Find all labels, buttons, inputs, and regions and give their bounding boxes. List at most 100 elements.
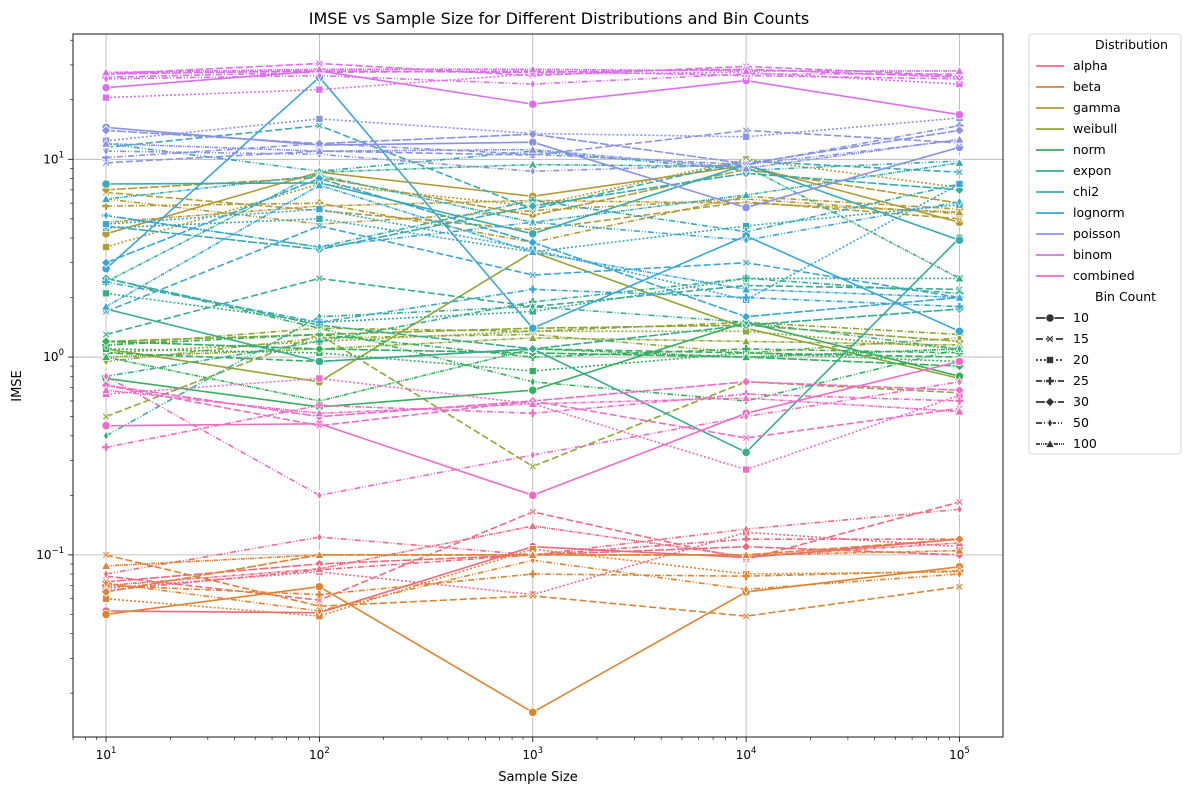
series-lines — [100, 59, 965, 717]
data-point — [101, 421, 111, 431]
legend-item-combined: combined — [1036, 268, 1135, 283]
data-point — [315, 205, 324, 214]
data-point — [741, 284, 752, 294]
data-point — [527, 64, 538, 74]
data-point — [954, 356, 965, 367]
data-point — [314, 336, 324, 346]
data-point — [956, 343, 963, 355]
data-point — [528, 270, 537, 280]
series-combined-100 — [100, 384, 965, 418]
data-point — [314, 317, 324, 327]
series-line — [105, 199, 960, 224]
data-point — [741, 351, 752, 362]
series-line — [105, 508, 960, 575]
data-point — [741, 189, 752, 199]
legend-box — [1028, 33, 1182, 455]
legend-label: lognorm — [1073, 205, 1125, 220]
data-point — [102, 220, 111, 229]
data-point — [528, 284, 538, 294]
data-point — [954, 134, 965, 144]
legend-item-bins-30: 30 — [1036, 394, 1089, 409]
series-line — [105, 330, 960, 354]
data-point — [529, 165, 536, 177]
data-point — [100, 67, 112, 77]
series-line — [105, 142, 960, 173]
data-point — [314, 582, 324, 592]
legend-marker — [1044, 438, 1056, 448]
data-point — [315, 374, 324, 383]
legend-item-binom: binom — [1036, 247, 1112, 262]
series-expon-50 — [103, 301, 963, 442]
data-point — [528, 707, 538, 717]
legend-label: 50 — [1073, 415, 1089, 430]
data-point — [100, 257, 112, 268]
legend-item-bins-50: 50 — [1036, 415, 1089, 430]
data-point — [529, 376, 536, 388]
series-poisson-30 — [100, 125, 965, 169]
data-point — [528, 591, 537, 600]
legend-label: beta — [1073, 79, 1101, 94]
data-point — [528, 408, 538, 418]
data-point — [316, 241, 323, 253]
data-point — [100, 193, 112, 203]
data-point — [103, 430, 110, 442]
series-line — [105, 201, 960, 248]
data-point — [527, 549, 538, 559]
data-point — [315, 114, 324, 123]
data-point — [741, 344, 751, 354]
data-point — [103, 370, 110, 382]
data-point — [314, 179, 325, 190]
data-point — [100, 586, 112, 598]
data-point — [100, 125, 112, 136]
data-point — [528, 229, 538, 239]
series-beta-50 — [103, 554, 963, 617]
legend-label: 30 — [1073, 394, 1089, 409]
data-point — [103, 577, 110, 589]
data-point — [528, 569, 538, 579]
data-point — [528, 367, 537, 376]
legend-item-weibull: weibull — [1036, 121, 1117, 136]
legend-label: chi2 — [1073, 184, 1099, 199]
data-point — [528, 323, 538, 333]
data-point — [314, 549, 325, 559]
series-beta-100 — [100, 545, 965, 570]
legend-marker — [1047, 417, 1053, 429]
data-point — [315, 214, 324, 223]
x-axis-label: Sample Size — [498, 770, 578, 785]
data-point — [742, 433, 751, 442]
data-point — [316, 489, 323, 501]
data-point — [741, 292, 751, 303]
data-point — [315, 274, 324, 283]
data-point — [100, 560, 112, 570]
legend-label: 20 — [1073, 352, 1089, 367]
data-point — [527, 520, 538, 530]
data-point — [102, 93, 111, 102]
series-line — [105, 139, 960, 173]
data-point — [743, 523, 750, 535]
data-point — [100, 138, 112, 148]
data-point — [956, 568, 963, 580]
legend-item-bins-100: 100 — [1036, 436, 1097, 451]
data-point — [315, 59, 324, 68]
legend-item-alpha: alpha — [1036, 58, 1108, 73]
data-point — [742, 132, 751, 141]
legend-item-lognorm: lognorm — [1036, 205, 1125, 220]
data-point — [100, 301, 112, 311]
legend: Distribution alpha beta gamma weibull norm exp… — [1028, 33, 1182, 455]
legend-marker — [1045, 376, 1055, 386]
data-point — [529, 449, 536, 461]
data-point — [314, 356, 324, 367]
data-point — [101, 83, 111, 93]
data-point — [954, 396, 965, 406]
series-lognorm-50 — [103, 196, 963, 253]
data-point — [743, 316, 750, 328]
legend-title-distribution: Distribution — [1095, 37, 1168, 52]
data-point — [101, 609, 111, 620]
data-point — [955, 498, 964, 507]
data-point — [102, 289, 111, 298]
data-point — [527, 128, 538, 140]
data-point — [315, 121, 324, 130]
data-point — [314, 145, 325, 156]
data-point — [315, 421, 324, 430]
data-point — [103, 209, 110, 221]
